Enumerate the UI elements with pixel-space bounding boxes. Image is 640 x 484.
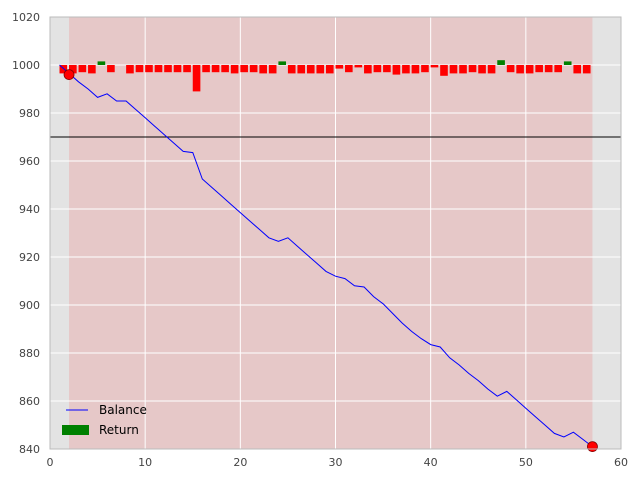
return-bar	[364, 65, 372, 74]
return-bar	[459, 65, 467, 74]
y-tick-label: 1000	[12, 59, 40, 72]
y-tick-label: 860	[19, 395, 40, 408]
return-bar	[69, 65, 77, 74]
x-tick-label: 30	[329, 456, 343, 469]
return-bar	[306, 65, 315, 74]
legend-return-swatch	[62, 425, 89, 435]
return-bar	[525, 65, 534, 74]
return-bar	[516, 65, 524, 74]
return-bar	[468, 65, 477, 73]
legend-balance-label: Balance	[99, 403, 147, 417]
return-bar	[325, 65, 334, 74]
return-bar	[192, 65, 201, 92]
return-bar	[430, 65, 439, 68]
balance-line	[59, 64, 593, 447]
return-bar	[383, 65, 391, 73]
y-tick-label: 900	[19, 299, 40, 312]
return-bar	[59, 65, 68, 74]
return-bar	[135, 65, 144, 73]
y-tick-label: 980	[19, 107, 40, 120]
x-tick-label: 40	[424, 456, 438, 469]
return-bar	[154, 65, 163, 73]
x-tick-label: 60	[614, 456, 628, 469]
return-bar	[335, 65, 344, 69]
return-bar	[259, 65, 267, 74]
return-bar	[506, 65, 515, 73]
return-bar	[164, 65, 172, 73]
plot-frame	[49, 16, 622, 450]
return-bar	[211, 65, 220, 73]
return-bar	[126, 65, 134, 74]
y-tick-label: 1020	[12, 11, 40, 24]
return-bar	[392, 65, 401, 75]
y-tick-label: 880	[19, 347, 40, 360]
return-bar	[544, 65, 553, 73]
return-bar	[202, 65, 210, 73]
x-tick-label: 10	[138, 456, 152, 469]
return-bar	[268, 65, 277, 74]
return-bar	[78, 65, 87, 73]
shaded-region	[69, 17, 593, 449]
balance-marker	[587, 441, 598, 453]
return-bar	[316, 65, 325, 74]
return-bar	[230, 65, 239, 74]
return-bar	[411, 65, 420, 74]
x-tick-label: 20	[233, 456, 247, 469]
y-tick-label: 940	[19, 203, 40, 216]
return-bar	[297, 65, 306, 74]
y-tick-label: 920	[19, 251, 40, 264]
return-bar	[145, 65, 153, 73]
y-tick-label: 840	[19, 443, 40, 456]
return-bar	[221, 65, 229, 73]
legend-return-label: Return	[99, 423, 139, 437]
balance-marker	[63, 69, 75, 80]
return-bar	[97, 61, 106, 65]
return-bar	[183, 65, 191, 73]
return-bar	[535, 65, 543, 73]
return-bar	[173, 65, 182, 73]
return-bar	[278, 61, 287, 65]
return-bar	[573, 65, 582, 74]
return-bar	[345, 65, 353, 73]
y-tick-label: 960	[19, 155, 40, 168]
return-bar	[107, 65, 115, 73]
return-bar	[440, 65, 448, 76]
return-bar	[240, 65, 248, 73]
return-bar	[554, 65, 562, 73]
return-bar	[249, 65, 258, 73]
return-bar	[582, 65, 591, 74]
return-bar	[497, 60, 505, 65]
return-bar	[88, 65, 96, 74]
return-bar	[449, 65, 458, 74]
return-bar	[421, 65, 429, 73]
return-bar	[373, 65, 382, 73]
x-tick-label: 0	[47, 456, 54, 469]
return-bar	[402, 65, 410, 74]
return-bar	[478, 65, 486, 74]
x-tick-label: 50	[519, 456, 533, 469]
return-bar	[563, 61, 572, 65]
return-bar	[354, 65, 363, 68]
return-bar	[287, 65, 296, 74]
return-bar	[487, 65, 496, 74]
